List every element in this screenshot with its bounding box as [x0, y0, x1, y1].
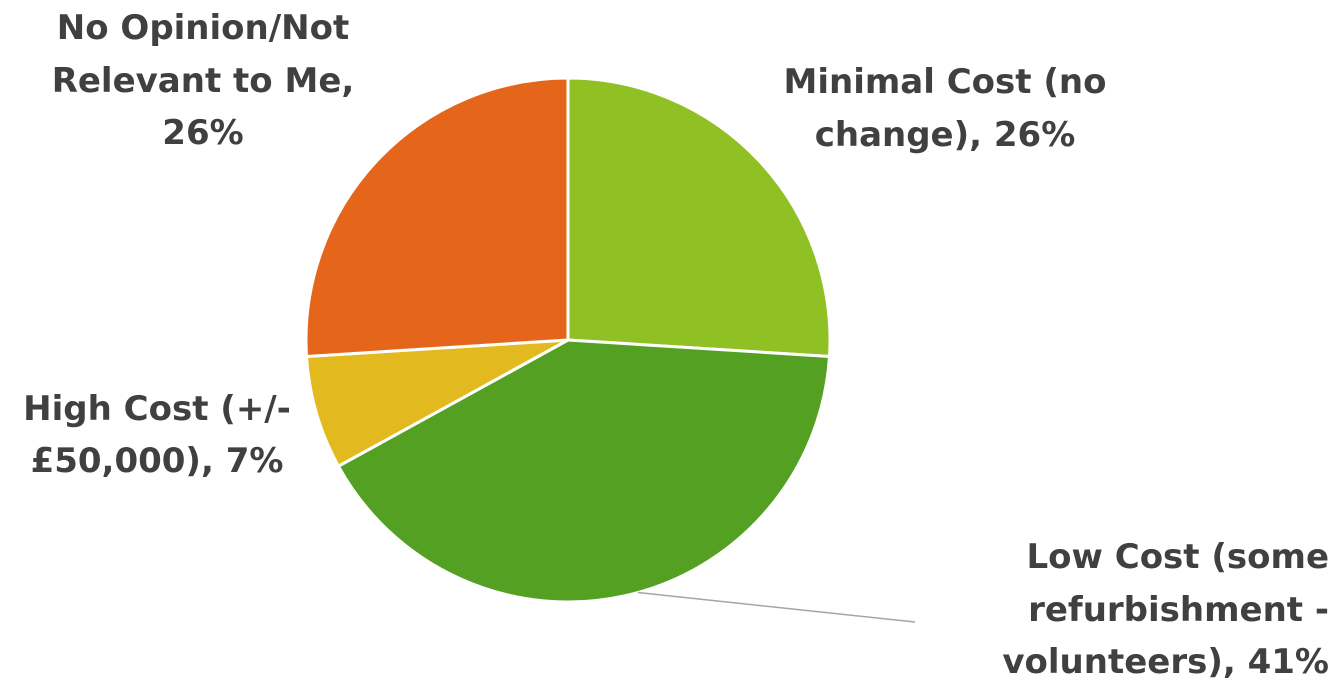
data-label-low-cost-line-1: Low Cost (some: [1026, 537, 1329, 577]
pie-slice-low-cost: [336, 338, 831, 604]
leader-line-low-cost: [637, 591, 916, 623]
data-label-no-opinion-line-2: Relevant to Me,: [52, 61, 355, 101]
data-label-minimal-cost-line-2: change), 26%: [815, 115, 1076, 155]
data-label-minimal-cost-line-1: Minimal Cost (no: [784, 62, 1107, 102]
data-label-low-cost-line-3: volunteers), 41%: [1002, 642, 1329, 680]
data-label-no-opinion-line-1: No Opinion/Not: [57, 8, 349, 48]
pie-slice-minimal-cost: [566, 76, 832, 358]
data-label-no-opinion: No Opinion/Not Relevant to Me, 26%: [52, 8, 355, 153]
pie-slices: [304, 76, 832, 604]
pie-slice-no-opinion: [304, 76, 570, 358]
pie-slice-high-cost: [305, 338, 570, 468]
data-label-low-cost: Low Cost (some refurbishment - volunteer…: [1002, 537, 1329, 680]
data-label-high-cost-line-2: £50,000), 7%: [31, 441, 284, 481]
data-label-minimal-cost: Minimal Cost (no change), 26%: [784, 62, 1107, 155]
data-label-no-opinion-line-3: 26%: [162, 113, 243, 153]
data-label-high-cost-line-1: High Cost (+/-: [23, 389, 291, 429]
data-label-low-cost-line-2: refurbishment -: [1028, 590, 1329, 630]
data-label-high-cost: High Cost (+/- £50,000), 7%: [23, 389, 291, 481]
